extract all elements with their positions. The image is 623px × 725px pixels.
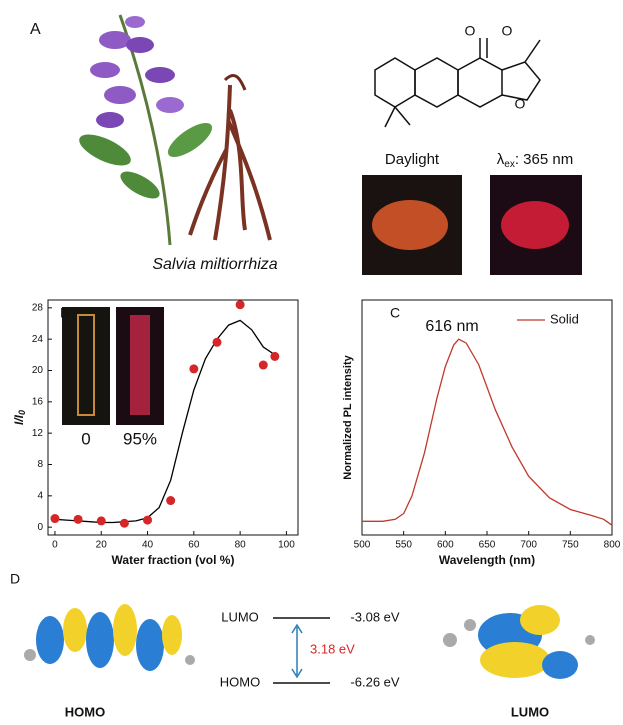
vial — [130, 315, 150, 415]
x-axis-label: Wavelength (nm) — [439, 553, 535, 567]
y-tick-label: 4 — [37, 490, 43, 501]
atom-label: O — [502, 23, 513, 39]
y-tick-label: 8 — [37, 459, 43, 470]
line-series — [362, 338, 613, 526]
data-point — [96, 516, 106, 526]
subscript: ex — [504, 159, 515, 170]
fit-curve — [54, 319, 276, 524]
x-tick-label: 500 — [354, 540, 371, 551]
data-point — [73, 514, 83, 524]
y-tick-label: 12 — [32, 428, 44, 439]
y-tick-label: 24 — [32, 334, 44, 345]
lumo-orbital — [443, 605, 595, 679]
atom-label: O — [515, 96, 526, 112]
chemical-structure — [374, 38, 541, 128]
photo-label: Daylight — [385, 151, 440, 168]
plot-frame — [361, 299, 613, 536]
photo-label: λex: 365 nm — [497, 151, 573, 170]
inset-label: 0 — [81, 429, 90, 448]
data-point — [235, 300, 245, 310]
energy-value: -3.08 eV — [350, 609, 399, 624]
x-tick-label: 80 — [235, 540, 247, 551]
vial — [77, 314, 95, 416]
x-tick-label: 0 — [52, 540, 58, 551]
homo-orbital — [24, 604, 195, 671]
data-point — [143, 515, 153, 525]
x-tick-label: 60 — [188, 540, 200, 551]
orbital-caption: HOMO — [65, 704, 105, 719]
label-subscript: 0 — [17, 410, 27, 415]
powder — [501, 201, 569, 249]
plant-illustration — [79, 14, 272, 246]
y-axis-label: I/I0 — [12, 410, 27, 425]
y-tick-label: 0 — [37, 522, 43, 533]
data-point — [166, 496, 176, 506]
symbol: λ — [497, 151, 505, 168]
level-label: HOMO — [220, 674, 260, 689]
x-tick-label: 40 — [142, 540, 154, 551]
level-label: LUMO — [221, 609, 259, 624]
x-tick-label: 700 — [520, 540, 537, 551]
panel-label: B — [60, 305, 69, 321]
annotation: 616 nm — [425, 318, 478, 335]
energy-value: -6.26 eV — [350, 674, 399, 689]
gap-arrow — [291, 623, 303, 679]
y-tick-label: 16 — [32, 396, 44, 407]
y-tick-label: 20 — [32, 365, 44, 376]
y-axis-label: Normalized PL intensity — [342, 354, 354, 479]
x-tick-label: 800 — [604, 540, 621, 551]
data-point — [212, 337, 222, 347]
panel-label: C — [390, 305, 400, 321]
x-tick-label: 100 — [278, 540, 295, 551]
data-point — [189, 364, 199, 374]
data-point — [258, 360, 268, 370]
x-tick-label: 650 — [479, 540, 496, 551]
label-text: I/I — [12, 414, 26, 425]
species-name: Salvia miltiorrhiza — [152, 256, 277, 273]
panel-label: A — [30, 21, 41, 38]
gap-value: 3.18 eV — [310, 641, 355, 656]
orbital-caption: LUMO — [511, 704, 549, 719]
inset-label: 95% — [123, 429, 157, 448]
x-tick-label: 550 — [395, 540, 412, 551]
x-tick-label: 20 — [96, 540, 108, 551]
text: : 365 nm — [515, 151, 573, 168]
data-point — [119, 518, 129, 528]
x-tick-label: 750 — [562, 540, 579, 551]
legend-label: Solid — [550, 311, 579, 326]
powder — [372, 200, 448, 250]
atom-label: O — [465, 23, 476, 39]
y-tick-label: 28 — [32, 302, 44, 313]
panel-label: D — [10, 571, 20, 587]
data-point — [270, 351, 280, 361]
vial-photo — [62, 307, 110, 425]
data-point — [50, 514, 60, 524]
x-axis-label: Water fraction (vol %) — [112, 553, 235, 567]
x-tick-label: 600 — [437, 540, 454, 551]
plot-frame — [47, 299, 299, 536]
